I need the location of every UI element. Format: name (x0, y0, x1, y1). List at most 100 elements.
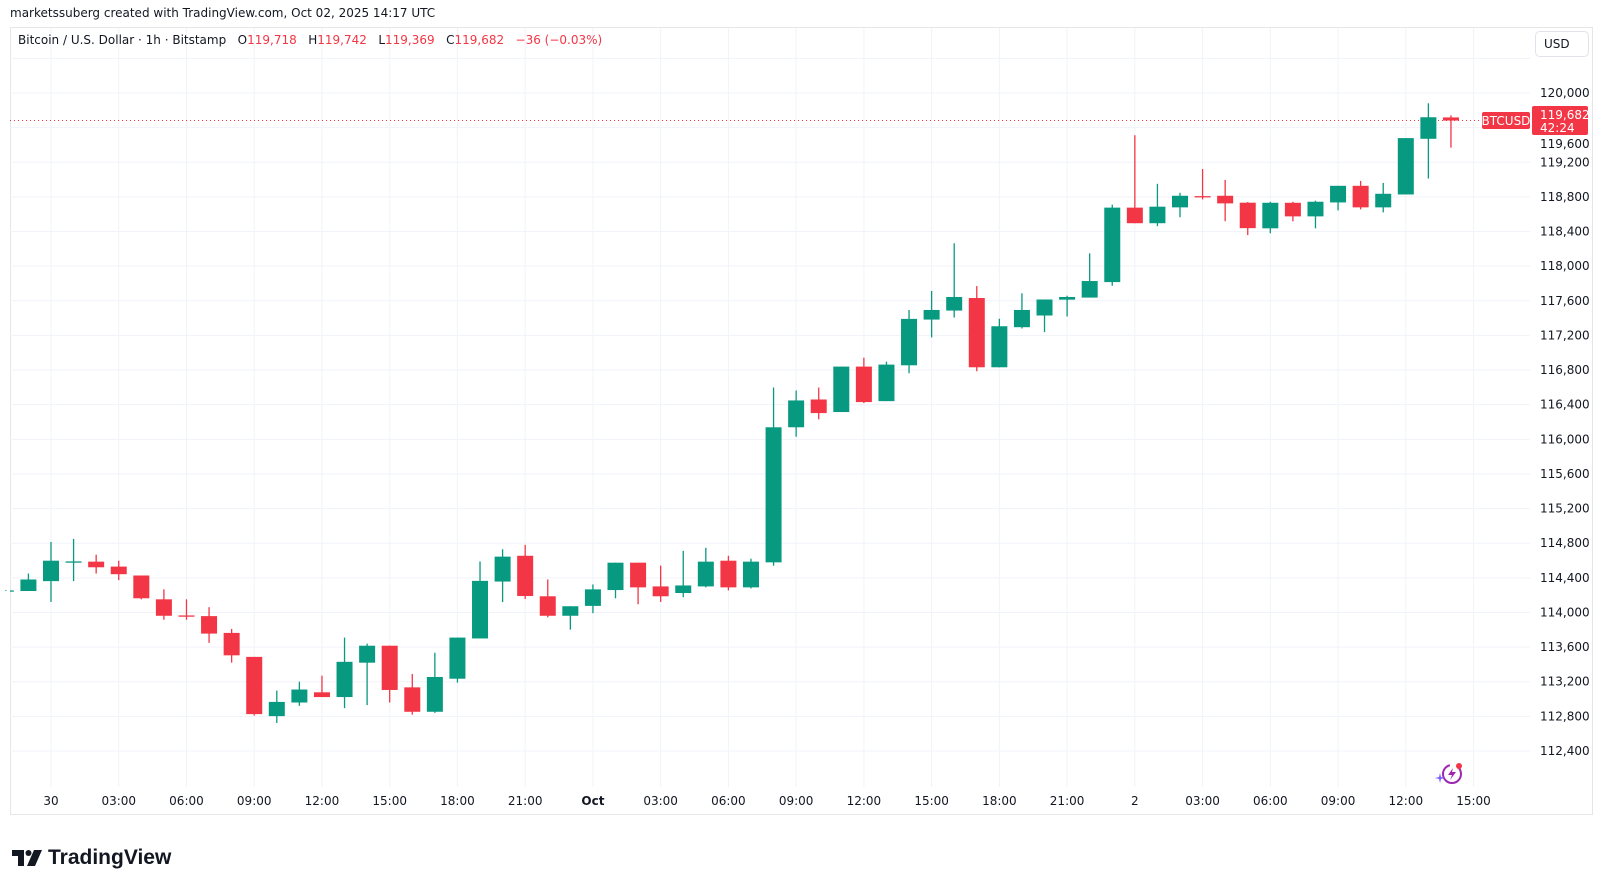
candle-down[interactable] (1217, 179, 1234, 222)
price-tick-label: 118,800 (1540, 190, 1590, 204)
price-tag: 119,682 (1540, 108, 1590, 122)
candle-down[interactable] (1239, 202, 1256, 236)
candle-up[interactable] (65, 538, 82, 582)
candle-body (539, 596, 556, 616)
high-value: 119,742 (317, 33, 367, 47)
candle-down[interactable] (968, 286, 985, 372)
candle-up[interactable] (1036, 299, 1053, 333)
candle-up[interactable] (494, 549, 511, 603)
candle-up[interactable] (5, 589, 14, 592)
time-tick-label: 21:00 (508, 794, 543, 808)
candle-down[interactable] (110, 560, 127, 581)
candle-up[interactable] (1307, 200, 1324, 229)
candle-down[interactable] (381, 645, 398, 703)
time-tick-label: 03:00 (101, 794, 136, 808)
symbol-tag-bg (1482, 112, 1530, 129)
candle-up[interactable] (43, 541, 59, 602)
candle-up[interactable] (901, 309, 918, 374)
candle-body (584, 589, 601, 606)
currency-button[interactable]: USD (1535, 31, 1589, 57)
candle-up[interactable] (1081, 253, 1098, 298)
candle-body (336, 661, 353, 698)
candle-up[interactable] (1330, 185, 1347, 211)
candle-up[interactable] (1262, 201, 1279, 234)
candle-up[interactable] (923, 291, 940, 338)
candle-body (65, 561, 82, 563)
candle-body (1172, 195, 1188, 208)
candle-down[interactable] (630, 562, 647, 605)
candle-up[interactable] (878, 361, 895, 402)
candle-up[interactable] (584, 584, 601, 614)
candle-up[interactable] (742, 558, 759, 589)
candle-down[interactable] (810, 387, 827, 420)
candle-up[interactable] (1375, 182, 1392, 213)
candle-up[interactable] (607, 562, 624, 599)
candle-up[interactable] (765, 387, 782, 566)
candle-up[interactable] (562, 606, 579, 630)
candle-down[interactable] (201, 607, 218, 643)
candle-body (991, 326, 1008, 368)
candles (5, 103, 1459, 723)
candle-down[interactable] (223, 628, 240, 663)
candle-up[interactable] (1013, 293, 1030, 329)
candle-up[interactable] (1397, 138, 1414, 195)
candle-body (1262, 202, 1279, 229)
candle-down[interactable] (1284, 201, 1301, 222)
candle-down[interactable] (539, 579, 556, 618)
candle-body (1442, 117, 1459, 121)
candle-up[interactable] (1420, 103, 1437, 179)
candle-up[interactable] (788, 390, 805, 437)
candle-down[interactable] (1442, 115, 1459, 148)
candle-body (43, 560, 59, 582)
candle-body (1081, 281, 1098, 298)
candle-up[interactable] (449, 637, 466, 683)
countdown-tag: 42:24 (1540, 121, 1575, 135)
candle-down[interactable] (1194, 169, 1211, 200)
candle-up[interactable] (697, 547, 714, 588)
candle-down[interactable] (517, 544, 534, 599)
candle-up[interactable] (946, 243, 963, 318)
candle-body (1104, 207, 1121, 283)
candle-up[interactable] (268, 690, 285, 723)
candle-down[interactable] (88, 554, 105, 574)
candle-up[interactable] (833, 366, 850, 413)
candle-down[interactable] (133, 575, 150, 600)
candle-body (1307, 201, 1324, 217)
candle-up[interactable] (359, 643, 376, 706)
candle-body (1352, 185, 1369, 208)
candle-down[interactable] (404, 673, 421, 715)
candle-up[interactable] (426, 652, 443, 713)
candle-up[interactable] (291, 681, 308, 706)
time-tick-label: 09:00 (779, 794, 814, 808)
candle-down[interactable] (155, 589, 172, 620)
candle-down[interactable] (246, 656, 263, 716)
candle-down[interactable] (855, 357, 872, 404)
candle-body (449, 637, 466, 679)
candle-body (381, 645, 398, 690)
candle-body (1149, 206, 1166, 224)
candle-up[interactable] (472, 561, 489, 639)
candle-up[interactable] (991, 318, 1008, 368)
candle-down[interactable] (1352, 180, 1369, 210)
candle-down[interactable] (313, 675, 330, 698)
candle-body (1013, 309, 1030, 328)
candle-up[interactable] (1172, 192, 1188, 218)
candle-up[interactable] (1104, 204, 1121, 286)
lightning-assistant-icon[interactable] (1435, 763, 1462, 784)
candle-body (1375, 193, 1392, 208)
candle-down[interactable] (720, 555, 737, 591)
candle-body (359, 645, 376, 663)
candle-up[interactable] (20, 573, 37, 592)
chart-frame (10, 27, 1593, 815)
candle-down[interactable] (652, 565, 669, 602)
candle-up[interactable] (675, 550, 692, 598)
candle-down[interactable] (1126, 135, 1143, 224)
candle-up[interactable] (336, 637, 353, 709)
candle-up[interactable] (1059, 295, 1076, 317)
tradingview-logo[interactable]: TradingView (12, 846, 171, 870)
candle-down[interactable] (178, 599, 195, 620)
candle-body (1059, 296, 1076, 300)
time-tick-label: 03:00 (1185, 794, 1220, 808)
candle-up[interactable] (1149, 183, 1166, 227)
